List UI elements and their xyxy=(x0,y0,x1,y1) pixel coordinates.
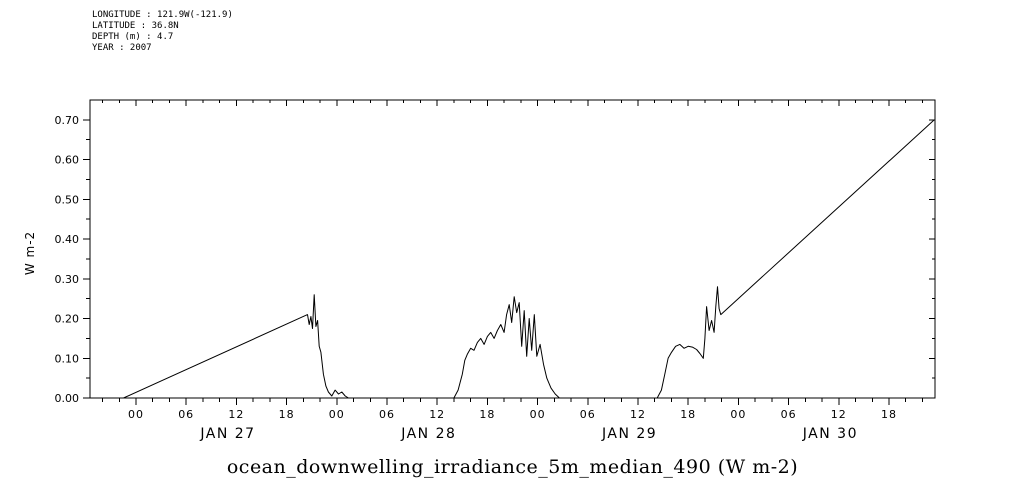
day-label: JAN 30 xyxy=(802,426,858,442)
y-tick-label: 0.50 xyxy=(55,193,80,206)
y-tick-label: 0.30 xyxy=(55,273,80,286)
x-tick-label: 12 xyxy=(429,408,445,421)
y-tick-label: 0.70 xyxy=(55,114,80,127)
metadata-header: LONGITUDE : 121.9W(-121.9) LATITUDE : 36.… xyxy=(92,10,233,54)
y-tick-label: 0.10 xyxy=(55,352,80,365)
y-tick-label: 0.00 xyxy=(55,392,80,405)
x-tick-label: 12 xyxy=(630,408,646,421)
day-label: JAN 27 xyxy=(199,426,255,442)
y-tick-label: 0.60 xyxy=(55,154,80,167)
day-label: JAN 29 xyxy=(601,426,657,442)
metadata-line: LONGITUDE : 121.9W(-121.9) xyxy=(92,10,233,20)
day-label: JAN 28 xyxy=(400,426,456,442)
x-tick-label: 06 xyxy=(781,408,797,421)
y-axis-label-text: W m-2 xyxy=(23,230,37,276)
x-tick-label: 18 xyxy=(881,408,897,421)
x-tick-label: 06 xyxy=(580,408,596,421)
x-tick-label: 12 xyxy=(228,408,244,421)
irradiance-trace xyxy=(123,119,935,399)
metadata-line: YEAR : 2007 xyxy=(92,43,152,53)
chart-title: ocean_downwelling_irradiance_5m_median_4… xyxy=(226,456,799,478)
x-tick-label: 06 xyxy=(379,408,395,421)
x-tick-label: 18 xyxy=(279,408,295,421)
metadata-line: DEPTH (m) : 4.7 xyxy=(92,32,174,42)
x-tick-label: 18 xyxy=(479,408,495,421)
y-tick-label: 0.20 xyxy=(55,313,80,326)
plot-box xyxy=(89,99,936,399)
y-tick-label: 0.40 xyxy=(55,233,80,246)
x-tick-label: 06 xyxy=(178,408,194,421)
x-tick-label: 18 xyxy=(680,408,696,421)
metadata-line: LATITUDE : 36.8N xyxy=(92,21,179,31)
x-tick-label: 00 xyxy=(730,408,746,421)
x-tick-label: 00 xyxy=(530,408,546,421)
x-tick-label: 00 xyxy=(128,408,144,421)
x-tick-label: 00 xyxy=(329,408,345,421)
x-tick-label: 12 xyxy=(831,408,847,421)
